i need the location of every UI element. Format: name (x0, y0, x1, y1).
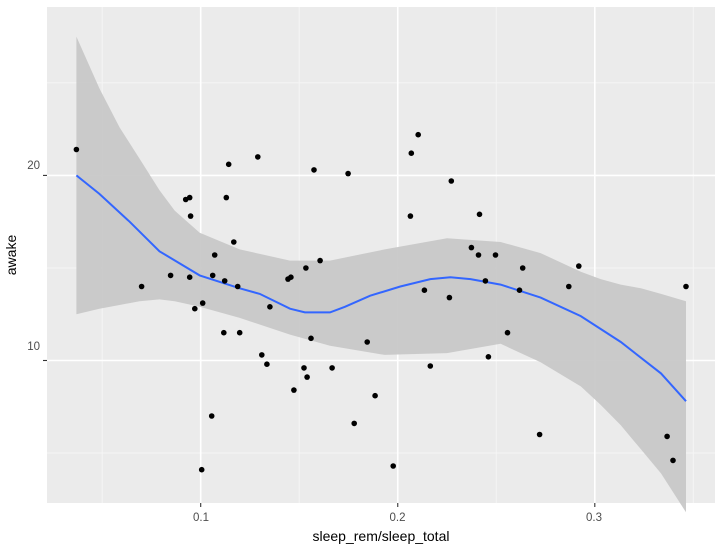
data-point (536, 431, 543, 438)
data-point (221, 278, 228, 284)
data-point (475, 252, 482, 258)
data-point (566, 283, 572, 290)
data-point (73, 146, 80, 153)
data-point (576, 263, 582, 269)
x-tick-label-0.3: 0.3 (586, 512, 602, 524)
data-point (288, 274, 294, 281)
y-tick-label-10: 10 (27, 341, 40, 353)
data-point (234, 283, 241, 290)
data-point (683, 283, 689, 290)
data-point (415, 131, 422, 138)
x-axis-title: sleep_rem/sleep_total (313, 528, 450, 544)
data-point (192, 305, 198, 312)
data-point (186, 274, 193, 281)
data-point (231, 239, 237, 245)
data-point (519, 265, 526, 271)
data-point (198, 466, 205, 473)
data-point (372, 392, 378, 399)
data-point (186, 194, 193, 201)
data-point (267, 304, 273, 310)
data-point (504, 329, 511, 336)
data-point (308, 335, 314, 342)
data-point (167, 272, 174, 279)
data-point (345, 170, 351, 177)
data-point (264, 361, 270, 368)
data-point (317, 257, 323, 264)
data-point (516, 287, 523, 294)
data-point (427, 363, 434, 369)
data-point (225, 161, 232, 168)
x-axis-ticks (200, 503, 596, 507)
y-axis-ticks (43, 174, 47, 362)
data-point (364, 339, 371, 345)
data-point (138, 283, 145, 290)
data-points (73, 131, 689, 473)
data-point (236, 329, 243, 336)
data-point (301, 365, 307, 371)
data-point (304, 374, 310, 380)
data-point (291, 387, 297, 393)
data-point (670, 457, 676, 464)
data-point (421, 287, 428, 294)
data-point (311, 167, 317, 173)
data-point (211, 252, 218, 258)
data-point (485, 354, 492, 360)
data-point (476, 211, 483, 218)
data-point (482, 278, 489, 284)
confidence-band (76, 36, 686, 513)
data-point (329, 365, 335, 371)
data-point (468, 244, 475, 251)
data-point (254, 154, 261, 160)
data-point (223, 194, 230, 201)
data-point (221, 329, 227, 336)
data-point (664, 433, 670, 440)
y-tick-label-20: 20 (27, 160, 40, 172)
data-point (492, 252, 499, 258)
data-point (209, 272, 216, 279)
data-point (407, 213, 414, 219)
data-point (446, 294, 453, 301)
data-point (303, 265, 309, 271)
data-point (199, 300, 206, 306)
data-point (408, 150, 415, 156)
data-point (187, 213, 194, 219)
x-tick-label-0.2: 0.2 (390, 512, 406, 524)
data-point (390, 463, 397, 469)
data-point (448, 178, 455, 184)
y-axis-title: awake (3, 235, 19, 276)
data-point (208, 413, 215, 419)
smooth-line (75, 174, 687, 402)
data-point (351, 420, 358, 427)
x-tick-label-0.1: 0.1 (193, 512, 209, 524)
data-point (259, 352, 265, 358)
